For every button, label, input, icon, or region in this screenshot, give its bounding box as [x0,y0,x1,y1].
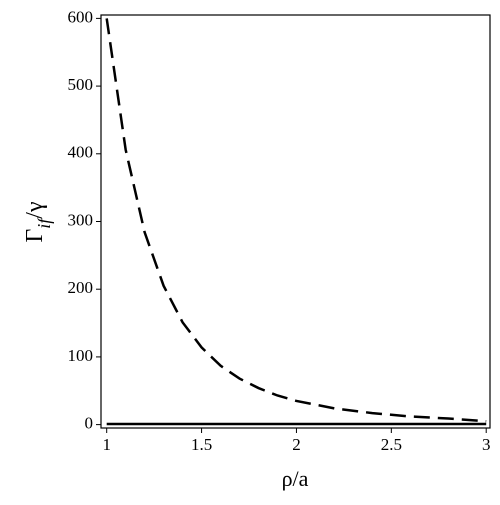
y-tick-label: 200 [68,278,94,297]
y-label-sub: if [34,216,54,229]
x-tick-label: 1.5 [191,435,212,454]
y-tick-label: 300 [68,210,94,229]
x-tick-label: 3 [482,435,491,454]
plot-frame [100,14,491,429]
y-axis-label: Γif/γ [22,201,54,243]
x-tick-label: 2 [292,435,301,454]
y-tick-label: 400 [68,143,94,162]
y-tick-label: 0 [85,414,94,433]
x-tick-label: 2.5 [381,435,402,454]
x-axis-label: ρ/a [282,466,309,491]
y-tick-label: 100 [68,346,94,365]
x-tick-label: 1 [102,435,111,454]
y-label-tail: /γ [22,201,48,219]
y-label-main: Γ [22,229,48,243]
dashed-line [105,18,487,423]
y-tick-label: 600 [68,7,94,26]
y-tick-label: 500 [68,75,94,94]
